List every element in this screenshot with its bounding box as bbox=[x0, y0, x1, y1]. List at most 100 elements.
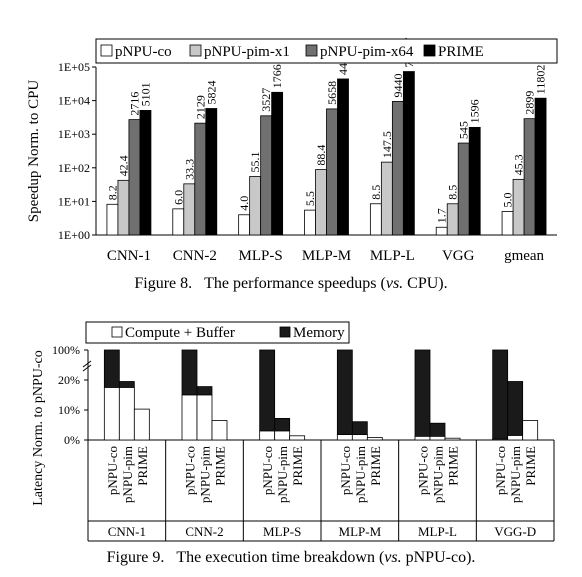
bar-label: PRIME bbox=[368, 446, 383, 486]
memory-bar bbox=[118, 381, 135, 388]
data-label: 8.5 bbox=[446, 185, 460, 200]
figure-8-caption-text: The performance speedups ( bbox=[204, 275, 386, 292]
memory-bar bbox=[336, 349, 353, 435]
memory-bar bbox=[492, 349, 509, 440]
figure-9-caption-vs: vs. bbox=[384, 549, 402, 566]
legend-swatch bbox=[189, 44, 202, 57]
legend-9: Compute + Buffer Memory bbox=[85, 321, 350, 344]
legend-swatch-9 bbox=[111, 326, 123, 338]
memory-bar bbox=[259, 349, 276, 432]
bar bbox=[435, 226, 448, 236]
group-label: MLP-L bbox=[418, 524, 457, 539]
legend-label-9: Memory bbox=[293, 325, 345, 341]
legend-box bbox=[95, 38, 558, 64]
legend-swatch bbox=[305, 44, 318, 57]
data-label: 1.7 bbox=[435, 208, 449, 223]
compute-bar bbox=[274, 430, 291, 441]
y-tick-label: 1E+00 bbox=[58, 228, 90, 242]
figure-8-caption-end: CPU). bbox=[403, 275, 448, 292]
figure-9-caption-end: pNPU-co). bbox=[401, 549, 476, 566]
x-tick-label: CNN-1 bbox=[107, 248, 151, 264]
bar-label: PRIME bbox=[290, 446, 305, 486]
figure-8-caption-prefix: Figure 8. bbox=[134, 275, 193, 292]
data-label: 55.1 bbox=[248, 151, 262, 172]
data-label: 3527 bbox=[259, 88, 273, 112]
x-tick-label: CNN-2 bbox=[173, 248, 217, 264]
bar-label: pNPU-co bbox=[183, 446, 198, 495]
bar bbox=[523, 118, 536, 236]
bar-label: pNPU-pim bbox=[508, 446, 523, 503]
compute-bar bbox=[522, 420, 539, 441]
bar bbox=[139, 110, 152, 236]
data-label: 5824 bbox=[204, 80, 218, 104]
group-label: MLP-M bbox=[339, 524, 382, 539]
data-label: 5.0 bbox=[501, 193, 515, 208]
data-label: 88.4 bbox=[314, 145, 328, 166]
data-label: 147.5 bbox=[380, 131, 394, 158]
data-label: 33.3 bbox=[182, 159, 196, 180]
data-label: 5101 bbox=[138, 82, 152, 106]
data-label: 8.5 bbox=[369, 185, 383, 200]
y-tick-label-9: 20% bbox=[58, 373, 80, 387]
data-label: 2899 bbox=[523, 91, 537, 115]
compute-bar bbox=[181, 394, 198, 441]
compute-bar bbox=[211, 420, 228, 441]
bar-label: pNPU-pim bbox=[275, 446, 290, 503]
data-label: 42.4 bbox=[116, 155, 130, 176]
bar bbox=[194, 122, 207, 236]
figure-9-caption-text: The execution time breakdown ( bbox=[176, 549, 385, 566]
legend-label: pNPU-co bbox=[115, 44, 172, 60]
bar bbox=[501, 211, 514, 236]
legend-label: pNPU-pim-x64 bbox=[320, 44, 414, 60]
y-tick-label-9: 0% bbox=[64, 433, 80, 447]
y-tick-label-9: 10% bbox=[58, 403, 80, 417]
bar-label: PRIME bbox=[523, 446, 538, 486]
data-label: 6.0 bbox=[171, 190, 185, 205]
bar bbox=[238, 214, 251, 236]
y-tick-label: 1E+02 bbox=[58, 161, 90, 175]
bar-label: pNPU-pim bbox=[353, 446, 368, 503]
legend-swatch bbox=[423, 44, 436, 57]
bar-label: pNPU-co bbox=[260, 446, 275, 495]
x-tick-label: MLP-S bbox=[239, 248, 283, 264]
y-axis-label: Speedup Norm. to CPU bbox=[26, 80, 42, 223]
y-axis-label-9: Latency Norm. to pNPU-co bbox=[31, 350, 46, 506]
y-tick-label: 1E+04 bbox=[58, 94, 90, 108]
compute-bar bbox=[336, 434, 353, 441]
figure-9-caption-prefix: Figure 9. bbox=[106, 549, 165, 566]
compute-bar bbox=[351, 434, 368, 441]
bar bbox=[446, 203, 459, 236]
compute-bar bbox=[414, 435, 431, 441]
x-tick-label: gmean bbox=[504, 248, 544, 264]
data-label: 4.0 bbox=[237, 196, 251, 211]
data-label: 45.3 bbox=[512, 154, 526, 175]
bar-label: PRIME bbox=[213, 446, 228, 486]
figure-9-caption: Figure 9. The execution time breakdown (… bbox=[0, 549, 582, 567]
bar bbox=[260, 115, 273, 236]
bar-label: PRIME bbox=[446, 446, 461, 486]
bar bbox=[205, 108, 218, 236]
bar-label: pNPU-pim bbox=[120, 446, 135, 503]
bar-label: pNPU-co bbox=[416, 446, 431, 495]
bar bbox=[534, 97, 547, 236]
bar bbox=[304, 209, 316, 236]
compute-bar bbox=[429, 435, 446, 441]
bar bbox=[326, 108, 338, 236]
legend: pNPU-co pNPU-pim-x1 pNPU-pim-x64 PRIME bbox=[95, 38, 558, 64]
bar-label: pNPU-co bbox=[493, 446, 508, 495]
data-label: 9440 bbox=[391, 73, 405, 97]
compute-bar bbox=[133, 408, 150, 441]
memory-bar bbox=[414, 349, 431, 437]
compute-bar bbox=[259, 430, 276, 441]
figure-8-caption: Figure 8. The performance speedups (vs. … bbox=[0, 275, 582, 293]
bar-label: pNPU-co bbox=[105, 446, 120, 495]
bar bbox=[369, 203, 382, 236]
memory-bar bbox=[274, 417, 291, 432]
bar bbox=[457, 142, 470, 236]
bar bbox=[271, 91, 284, 236]
figure-8-caption-vs: vs. bbox=[385, 275, 404, 292]
legend-swatch-9 bbox=[279, 326, 291, 338]
y-tick-label: 1E+03 bbox=[58, 127, 90, 141]
bar bbox=[172, 208, 185, 236]
compute-bar bbox=[103, 387, 120, 441]
